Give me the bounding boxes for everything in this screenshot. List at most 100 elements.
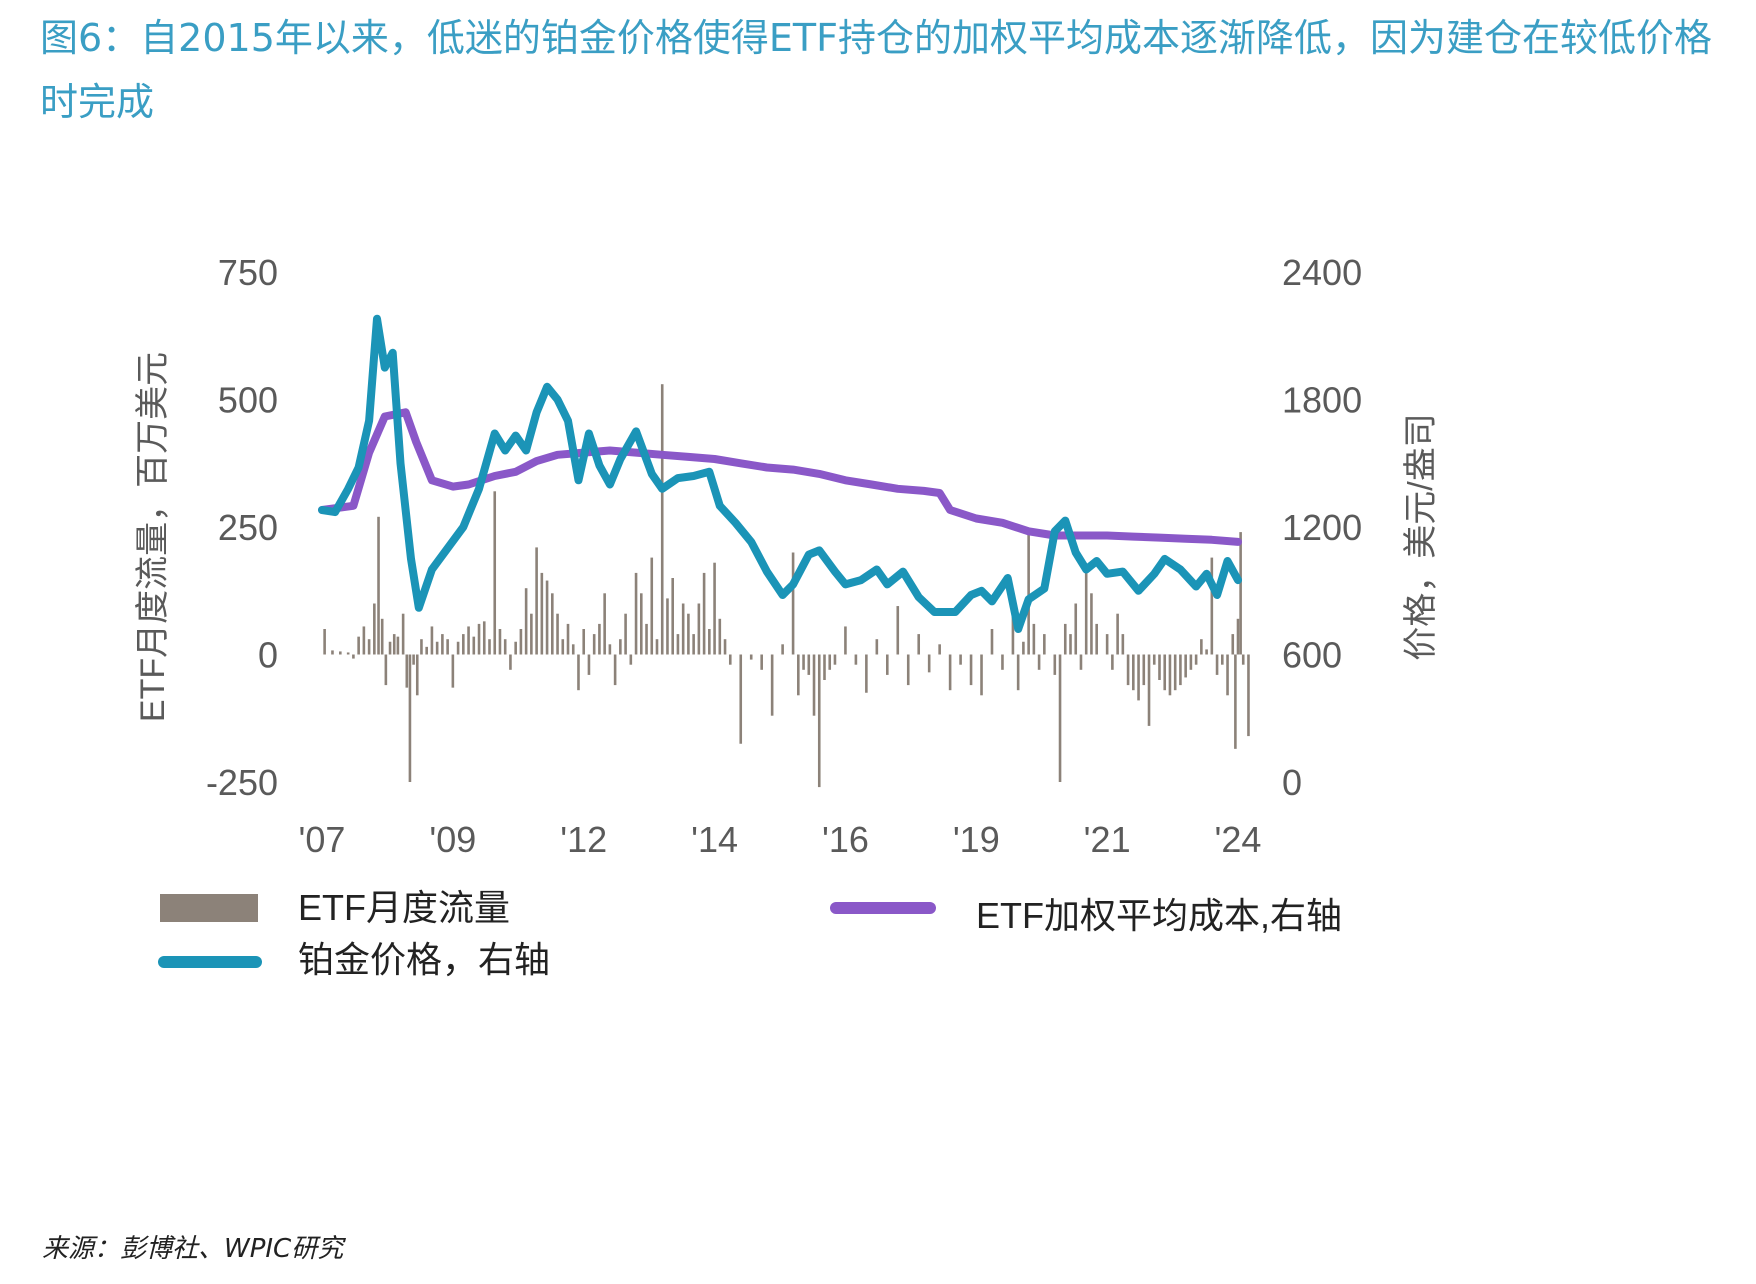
price-line [318,314,1242,633]
flow-bar [598,623,601,655]
flow-bar [817,654,821,788]
flow-bar [362,626,366,655]
flow-bar [650,557,654,655]
flow-bar [619,639,622,655]
cost-line-group [318,408,1242,546]
flow-bar [441,634,444,655]
right-tick-label: 1800 [1282,380,1362,421]
flow-bar [1239,532,1242,655]
flow-bar [519,629,523,655]
flow-bar [456,641,460,655]
flow-bar [671,578,674,655]
left-tick-label: 500 [218,380,278,421]
flow-bar [1241,654,1245,665]
flow-bar [906,654,910,686]
flow-bar [571,644,575,655]
flow-bar [749,654,753,660]
x-tick-label: '19 [953,819,1000,860]
flow-bar [645,623,648,655]
flow-bar [687,613,690,655]
flow-bar [1063,623,1067,655]
flow-bar [396,636,400,655]
flow-bar [392,634,396,655]
flow-bars [323,384,1250,788]
flow-bar [959,654,962,665]
flow-bar [493,491,497,655]
flow-bar [1147,654,1151,726]
flow-bar [1121,634,1125,655]
flow-bar [875,639,879,655]
flow-bar [1194,654,1198,665]
flow-bar [545,580,549,655]
flow-bar [1226,654,1229,696]
flow-bar [1142,654,1146,686]
flow-bar [577,654,580,691]
flow-bar [1111,654,1114,670]
flow-bar [802,654,805,670]
left-tick-label: 250 [218,507,278,548]
flow-bar [1184,654,1187,678]
flow-bar [514,641,517,655]
flow-bar [718,618,722,655]
flow-bar [561,639,565,655]
flow-bar [1022,641,1025,655]
flow-bar [388,641,392,655]
flow-bar [639,593,643,655]
flow-bar [373,603,376,655]
left-axis-title: ETF月度流量，百万美元 [134,352,172,722]
flow-bar [540,572,544,655]
flow-bar [634,572,638,655]
flow-bar [467,626,470,655]
flow-bar [1179,654,1182,686]
flow-bar [938,644,941,655]
flow-bar [1152,654,1156,665]
flow-bar [482,621,486,655]
flow-bar [1205,649,1208,655]
flow-bar [1053,654,1057,675]
flow-bar [655,639,659,655]
flow-bar [760,654,763,670]
flow-bar [1095,623,1098,655]
flow-bar [681,603,685,655]
source-note: 来源：彭博社、WPIC研究 [42,1234,344,1264]
flow-bar [713,562,716,655]
legend-label-flow: ETF月度流量 [298,887,510,928]
flow-bar [708,629,711,655]
flow-bar [551,593,554,655]
flow-bar [1116,613,1119,655]
flow-bar [384,654,388,686]
flow-bar [446,639,449,655]
flow-bar [1001,654,1004,670]
flow-bar [1234,654,1237,749]
flow-bar [1105,634,1109,655]
flow-bar [791,552,795,655]
flow-bar [1215,654,1219,675]
flow-bar [451,654,455,688]
flow-bar [592,634,596,655]
flow-bar [886,654,889,675]
flow-bar [331,650,334,655]
legend-swatch-cost [830,902,936,914]
x-tick-label: '24 [1215,819,1262,860]
flow-bar [969,654,973,686]
flow-bar [587,654,591,675]
flow-bar [377,516,380,655]
flow-bar [1074,603,1078,655]
flow-bar [352,654,355,659]
cost-line [318,408,1242,546]
right-tick-label: 600 [1282,635,1342,676]
right-axis-title: 价格，美元/盎司 [1402,413,1440,660]
flow-bar [1032,623,1036,655]
flow-bar [828,654,832,670]
flow-bar [781,644,784,655]
flow-bar [1158,654,1161,680]
flow-bar [412,654,415,665]
flow-bar [566,623,570,655]
flow-bar [488,639,491,655]
x-tick-label: '09 [429,819,476,860]
flow-bar [697,603,701,655]
flow-bar [477,623,481,655]
axis-titles: ETF月度流量，百万美元 价格，美元/盎司 [134,352,1440,722]
flow-bar [425,646,428,655]
flow-bar [833,654,837,665]
